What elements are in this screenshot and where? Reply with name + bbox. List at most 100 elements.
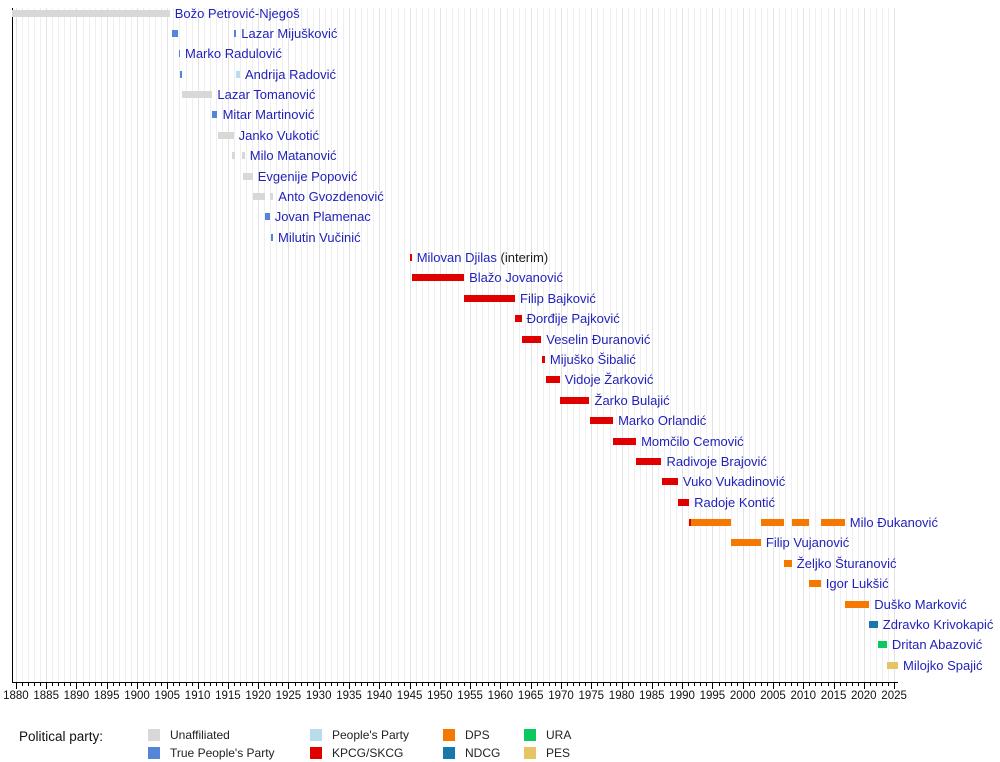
pm-name-label[interactable]: Lazar Mijušković (241, 26, 337, 41)
year-gridline (827, 8, 829, 682)
pm-name-label[interactable]: Milo Matanović (250, 148, 337, 163)
term-bar-segment (515, 315, 522, 323)
pm-name-label[interactable]: Momčilo Cemović (641, 434, 744, 449)
pm-name[interactable]: Filip Vujanović (765, 535, 850, 551)
axis-tick-label: 1895 (93, 690, 120, 702)
axis-tick (288, 683, 290, 689)
pm-name-label[interactable]: Blažo Jovanović (469, 270, 563, 285)
term-bar-segment (760, 519, 785, 526)
pm-name[interactable]: Blažo Jovanović (469, 270, 564, 286)
pm-name[interactable]: Lazar Mijušković (241, 25, 338, 41)
pm-name-label[interactable]: Božo Petrović-Njegoš (175, 6, 300, 21)
pm-name[interactable]: Žarko Bulajić (594, 392, 670, 408)
axis-tick (227, 683, 229, 689)
pm-name-label[interactable]: Jovan Plamenac (275, 209, 371, 224)
pm-name-label[interactable]: Filip Bajković (520, 291, 596, 306)
year-gridline (100, 8, 102, 682)
pm-name-label[interactable]: Đorđije Pajković (527, 311, 620, 326)
year-gridline (882, 8, 883, 682)
axis-tick (131, 683, 132, 686)
year-gridline (252, 8, 254, 682)
pm-name-label[interactable]: Milojko Spajić (903, 658, 982, 673)
axis-tick (876, 683, 877, 686)
year-gridline (288, 8, 290, 682)
year-gridline (591, 8, 593, 682)
pm-name-label[interactable]: Milo Đukanović (850, 515, 938, 530)
year-gridline (730, 8, 732, 682)
axis-tick (421, 683, 423, 686)
axis-tick (609, 683, 611, 686)
pm-name[interactable]: Duško Marković (874, 596, 967, 612)
pm-name-label[interactable]: Veselin Đuranović (546, 332, 650, 347)
pm-name-label[interactable]: Marko Orlandić (618, 413, 706, 428)
pm-name[interactable]: Vuko Vukadinović (682, 474, 786, 490)
pm-name-label[interactable]: Milovan Djilas (interim) (417, 250, 549, 265)
pm-name[interactable]: Milutin Vučinić (278, 229, 361, 245)
pm-name-label[interactable]: Žarko Bulajić (595, 393, 670, 408)
axis-tick-label: 2000 (729, 690, 756, 702)
pm-name-label[interactable]: Vuko Vukadinović (683, 474, 785, 489)
pm-name-label[interactable]: Filip Vujanović (766, 535, 849, 550)
pm-name[interactable]: Veselin Đuranović (546, 331, 651, 347)
pm-name[interactable]: Jovan Plamenac (274, 209, 371, 225)
pm-name-label[interactable]: Željko Šturanović (797, 556, 897, 571)
pm-name[interactable]: Zdravko Krivokapić (882, 616, 994, 632)
axis-tick (670, 683, 671, 686)
pm-name[interactable]: Momčilo Cemović (641, 433, 744, 449)
pm-name-label[interactable]: Radivoje Brajović (667, 454, 767, 469)
axis-tick-label: 1955 (457, 690, 483, 702)
pm-name-label[interactable]: Zdravko Krivokapić (883, 617, 994, 632)
pm-name[interactable]: Evgenije Popović (257, 168, 358, 184)
axis-tick (215, 683, 217, 686)
pm-name[interactable]: Marko Orlandić (618, 413, 707, 429)
pm-name[interactable]: Milojko Spajić (903, 657, 983, 673)
year-gridline (76, 8, 78, 682)
axis-tick (561, 683, 562, 689)
axis-tick (391, 683, 393, 686)
pm-name[interactable]: Radivoje Brajović (666, 453, 767, 469)
axis-tick-label: 2005 (760, 690, 786, 702)
pm-name[interactable]: Andrija Radović (245, 66, 337, 82)
pm-name[interactable]: Vidoje Žarković (564, 372, 654, 388)
legend-label-kpcg: KPCG/SKCG (332, 746, 404, 760)
year-gridline (373, 8, 375, 682)
pm-name-label[interactable]: Duško Marković (874, 597, 966, 612)
pm-name-label[interactable]: Radoje Kontić (694, 495, 775, 510)
pm-name-label[interactable]: Vidoje Žarković (565, 372, 654, 387)
pm-name-label[interactable]: Marko Radulović (185, 46, 282, 61)
pm-name[interactable]: Mitar Martinović (222, 107, 315, 123)
pm-name-label[interactable]: Andrija Radović (245, 67, 336, 82)
pm-name[interactable]: Marko Radulović (185, 46, 282, 62)
pm-name-label[interactable]: Dritan Abazović (892, 637, 982, 652)
pm-name-suffix: (interim) (500, 250, 549, 266)
pm-name[interactable]: Igor Lukšić (825, 576, 889, 592)
pm-name-label[interactable]: Anto Gvozdenović (278, 189, 384, 204)
pm-name[interactable]: Janko Vukotić (238, 127, 320, 143)
pm-name-label[interactable]: Mijuško Šibalić (550, 352, 636, 367)
pm-name-label[interactable]: Lazar Tomanović (217, 87, 315, 102)
pm-name[interactable]: Mijuško Šibalić (549, 352, 636, 367)
pm-name[interactable]: Lazar Tomanović (217, 87, 316, 102)
pm-name[interactable]: Dritan Abazović (891, 637, 983, 653)
pm-name[interactable]: Đorđije Pajković (526, 311, 620, 327)
pm-name-label[interactable]: Igor Lukšić (826, 576, 889, 591)
axis-tick (645, 683, 647, 686)
term-bar-segment (844, 600, 870, 608)
pm-name-label[interactable]: Mitar Martinović (223, 107, 315, 122)
pm-name[interactable]: Anto Gvozdenović (278, 188, 384, 204)
term-bar-segment (613, 437, 637, 445)
year-gridline (554, 8, 556, 682)
pm-name[interactable]: Milovan Djilas (416, 250, 497, 266)
pm-name[interactable]: Željko Šturanović (796, 555, 897, 571)
pm-name[interactable]: Filip Bajković (520, 290, 596, 306)
pm-name-label[interactable]: Evgenije Popović (258, 169, 358, 184)
pm-name[interactable]: Milo Đukanović (849, 515, 938, 530)
pm-name[interactable]: Milo Matanović (249, 148, 337, 164)
year-gridline (470, 8, 472, 682)
pm-name-label[interactable]: Janko Vukotić (239, 128, 319, 143)
year-gridline (651, 8, 653, 682)
pm-name[interactable]: Radoje Kontić (694, 494, 776, 510)
pm-name-label[interactable]: Milutin Vučinić (278, 230, 361, 245)
pm-name[interactable]: Božo Petrović-Njegoš (174, 5, 300, 21)
